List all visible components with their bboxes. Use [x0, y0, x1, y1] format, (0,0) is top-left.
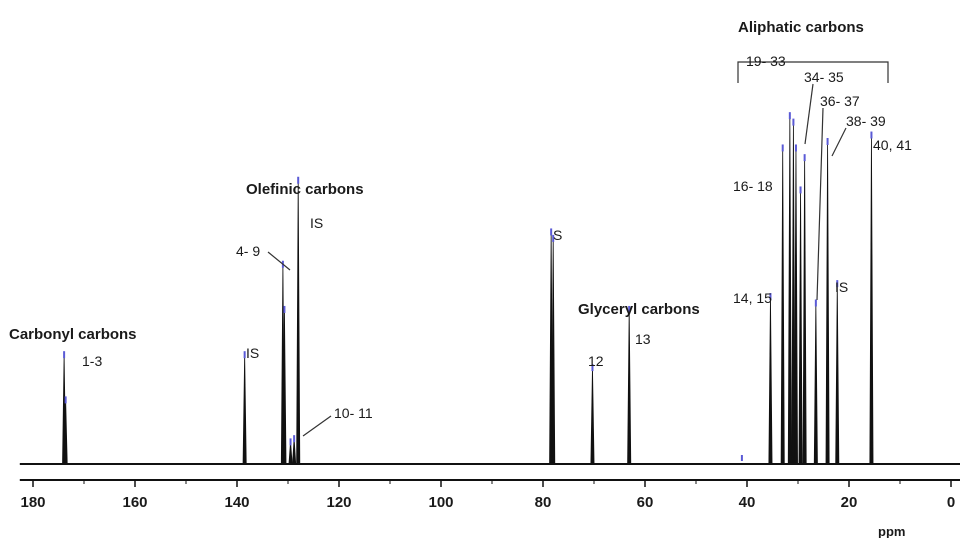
integration-marks-layer [63, 112, 873, 461]
connector-4-9 [267, 251, 291, 271]
x-axis-unit-label: ppm [878, 524, 905, 538]
peak-18 [802, 157, 807, 465]
peak-21 [835, 283, 840, 465]
aliphatic-bracket [737, 61, 889, 83]
peak-label-10-11: 10- 11 [334, 405, 373, 421]
x-tick-label-140: 140 [224, 494, 249, 511]
peak-11 [627, 308, 632, 465]
x-tick-label-0: 0 [947, 494, 955, 511]
peak-20 [825, 140, 830, 465]
annotation-connectors [267, 61, 889, 437]
x-tick-label-60: 60 [637, 494, 654, 511]
x-tick-label-160: 160 [122, 494, 147, 511]
peak-2 [242, 354, 247, 465]
peak-label-16-18: 16- 18 [733, 178, 773, 194]
x-tick-label-80: 80 [535, 494, 552, 511]
peak-label-12: 12 [588, 353, 604, 369]
peak-label-38-39: 38- 39 [846, 113, 886, 129]
group-label-olefinic: Olefinic carbons [246, 181, 364, 198]
peak-label-36-37: 36- 37 [820, 93, 860, 109]
peak-12 [768, 296, 773, 465]
peak-14 [787, 115, 792, 465]
peak-19 [813, 302, 818, 465]
peak-13 [780, 147, 785, 465]
x-tick-label-120: 120 [326, 494, 351, 511]
peak-label-13: 13 [635, 331, 651, 347]
peak-label-is-22: IS [835, 279, 848, 295]
peak-label-40-41: 40, 41 [873, 137, 912, 153]
peak-label-14-15: 14, 15 [733, 290, 772, 306]
group-label-glyceryl: Glyceryl carbons [578, 301, 700, 318]
peak-10 [590, 367, 595, 465]
x-tick-label-20: 20 [841, 494, 858, 511]
peak-label-is-128: IS [310, 215, 323, 231]
connector-38-39 [831, 127, 847, 157]
peak-label-is-138: IS [246, 345, 259, 361]
peak-16 [793, 147, 798, 465]
peak-7 [296, 179, 301, 465]
group-label-carbonyl: Carbonyl carbons [9, 326, 137, 343]
x-tick-label-180: 180 [20, 494, 45, 511]
connector-34-35 [804, 83, 814, 145]
peak-label-4-9: 4- 9 [236, 243, 260, 259]
connector-10-11 [302, 415, 332, 437]
peak-label-19-33: 19- 33 [746, 53, 786, 69]
x-axis-ticks: 180 160 140 120 100 80 60 40 20 0 [20, 480, 955, 511]
peak-9 [551, 237, 556, 465]
x-tick-label-40: 40 [739, 494, 756, 511]
peak-22 [869, 134, 874, 465]
peak-label-1-3: 1-3 [82, 353, 102, 369]
connector-36-37 [816, 107, 824, 301]
group-label-aliphatic: Aliphatic carbons [738, 19, 864, 36]
x-tick-label-100: 100 [428, 494, 453, 511]
peak-17 [798, 189, 803, 465]
peak-label-34-35: 34- 35 [804, 69, 844, 85]
peak-label-s: S [553, 227, 562, 243]
